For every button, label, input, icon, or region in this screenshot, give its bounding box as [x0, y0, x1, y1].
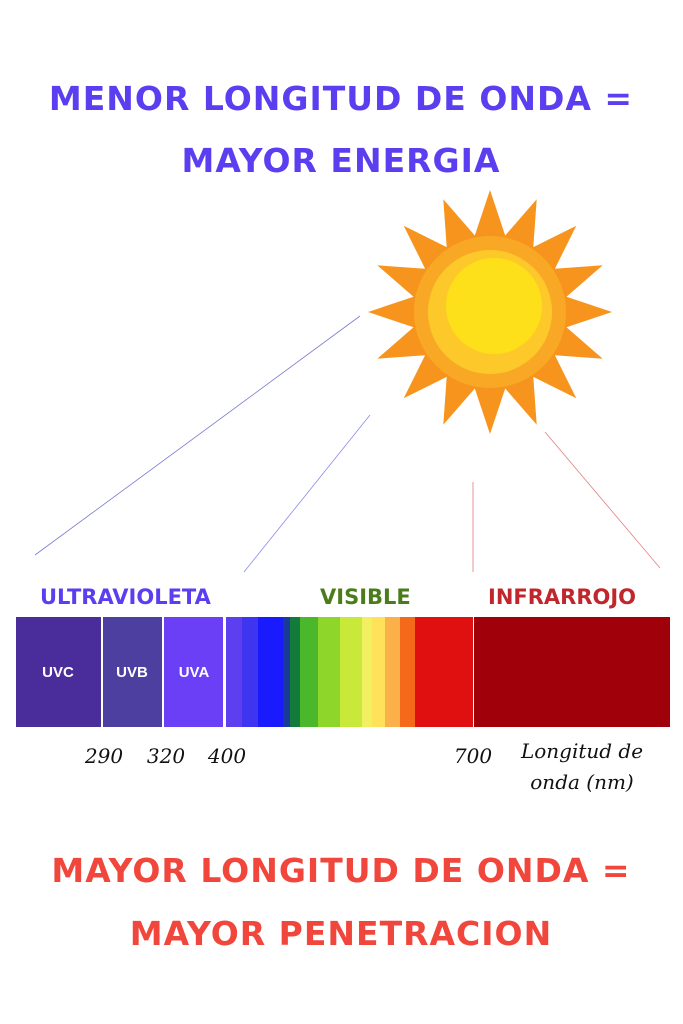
sun-center — [446, 258, 542, 354]
spectrum-stripe — [283, 617, 290, 727]
band-label: VISIBLE — [320, 585, 411, 609]
ray-line — [34, 315, 361, 556]
uv-label: UVC — [42, 664, 74, 681]
header-line: MENOR LONGITUD DE ONDA = — [49, 79, 633, 118]
axis-label: Longitud de — [520, 739, 643, 763]
wavelength: 400 — [207, 744, 246, 768]
spectrum-stripe — [362, 617, 372, 727]
spectrum-stripe — [242, 617, 258, 727]
wavelength: 700 — [454, 744, 492, 768]
spectrum-stripe — [318, 617, 340, 727]
header-line: MAYOR ENERGIA — [182, 141, 501, 180]
uv-label: UVA — [179, 664, 210, 681]
spectrum-stripe — [164, 617, 223, 727]
spectrum-stripe — [340, 617, 362, 727]
spectrum-stripe — [300, 617, 318, 727]
footer-line: MAYOR PENETRACION — [130, 914, 552, 953]
spectrum-stripe — [258, 617, 283, 727]
band-label: INFRARROJO — [488, 585, 636, 609]
spectrum-stripe — [290, 617, 300, 727]
spectrum-stripe — [385, 617, 400, 727]
spectrum-stripe — [415, 617, 473, 727]
band-label: ULTRAVIOLETA — [40, 585, 212, 609]
spectrum — [16, 617, 670, 727]
footer-line: MAYOR LONGITUD DE ONDA = — [51, 851, 630, 890]
spectrum-stripe — [400, 617, 415, 727]
wavelength: 320 — [147, 744, 185, 768]
sun — [368, 190, 612, 434]
uv-label: UVB — [116, 664, 148, 681]
ray-line — [544, 431, 661, 569]
spectrum-stripe — [103, 617, 162, 727]
ray-line — [243, 414, 371, 573]
axis-label: onda (nm) — [530, 770, 633, 794]
spectrum-stripe — [372, 617, 385, 727]
wavelength: 290 — [84, 744, 123, 768]
spectrum-stripe — [474, 617, 670, 727]
spectrum-stripe — [16, 617, 101, 727]
spectrum-stripe — [226, 617, 242, 727]
